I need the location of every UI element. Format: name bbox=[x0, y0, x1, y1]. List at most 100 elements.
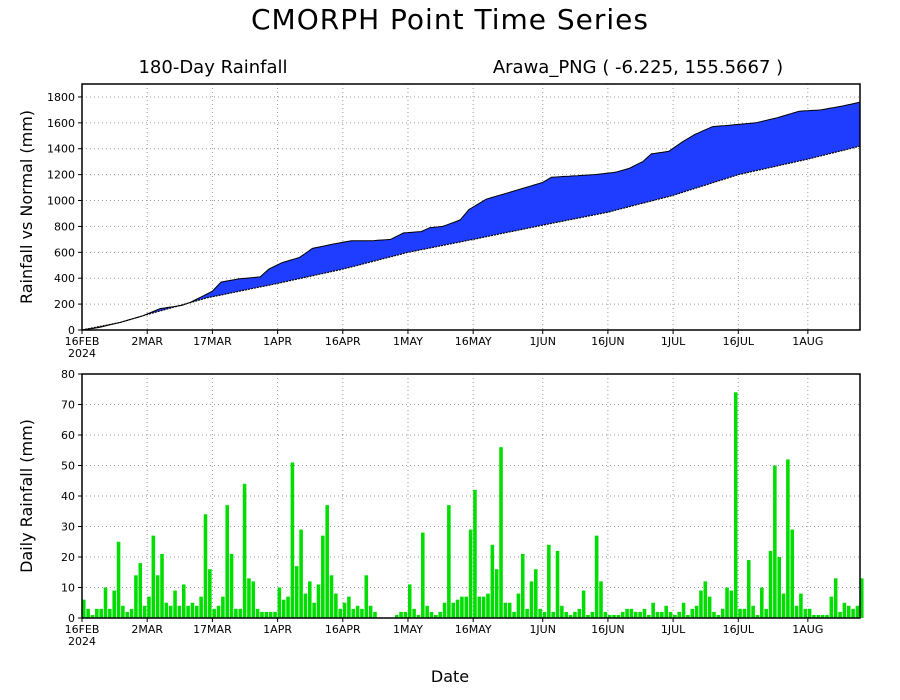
daily-rain-bar bbox=[116, 541, 121, 618]
daily-rain-bar bbox=[447, 505, 451, 618]
daily-rain-bar bbox=[660, 611, 664, 618]
daily-rain-bar bbox=[777, 557, 781, 618]
daily-rain-bar bbox=[760, 587, 764, 618]
x-axis-label: Date bbox=[431, 667, 469, 686]
daily-rain-bar bbox=[538, 608, 542, 618]
x-tick-label: 16FEB bbox=[65, 335, 100, 348]
daily-rain-bar bbox=[638, 611, 642, 618]
x-tick-label: 16MAY bbox=[455, 335, 492, 348]
daily-rain-bar bbox=[525, 608, 529, 618]
x-tick-label: 16APR bbox=[325, 623, 361, 636]
daily-rain-bar bbox=[694, 605, 699, 618]
daily-rain-bar bbox=[733, 392, 738, 618]
daily-rain-bar bbox=[399, 611, 403, 618]
daily-rain-bar bbox=[151, 535, 156, 618]
daily-rain-bar bbox=[551, 611, 555, 618]
x-tick-label: 1JUN bbox=[529, 623, 556, 636]
daily-rain-bar bbox=[512, 611, 516, 618]
daily-rain-bar bbox=[581, 590, 586, 618]
y-tick-label: 40 bbox=[61, 490, 75, 503]
daily-rain-bar bbox=[594, 535, 599, 618]
daily-rain-bar bbox=[247, 578, 251, 618]
daily-rain-bar bbox=[620, 611, 625, 618]
daily-rain-bar bbox=[455, 599, 460, 618]
daily-rain-bar bbox=[329, 575, 334, 618]
daily-rain-bar bbox=[273, 611, 277, 618]
daily-rain-bar bbox=[268, 611, 273, 618]
x-tick-label: 17MAR bbox=[193, 623, 232, 636]
daily-rain-bar bbox=[720, 608, 725, 618]
y-tick-label: 600 bbox=[54, 246, 75, 259]
daily-rain-bar bbox=[86, 608, 90, 618]
daily-rain-bar bbox=[786, 459, 790, 618]
daily-rain-bar bbox=[177, 605, 182, 618]
x-tick-label: 16JUN bbox=[591, 335, 625, 348]
daily-rain-bar bbox=[564, 611, 569, 618]
x-tick-label: 1AUG bbox=[792, 335, 823, 348]
daily-rain-bar bbox=[412, 608, 416, 618]
y-tick-label: 1000 bbox=[47, 195, 75, 208]
daily-rain-bar bbox=[742, 608, 747, 618]
x-tick-label: 2MAR bbox=[131, 335, 163, 348]
daily-rain-bar bbox=[134, 575, 138, 618]
daily-rain-bar bbox=[503, 602, 508, 618]
daily-rain-bar bbox=[577, 608, 582, 618]
daily-rain-bar bbox=[607, 614, 612, 618]
daily-rain-bar bbox=[473, 489, 477, 618]
daily-rain-bar bbox=[90, 614, 95, 618]
daily-rain-bar bbox=[303, 593, 308, 618]
daily-rain-bar bbox=[820, 614, 825, 618]
daily-rain-bar bbox=[181, 584, 186, 618]
daily-rain-bar bbox=[121, 605, 125, 618]
x-tick-label: 17MAR bbox=[193, 335, 232, 348]
chart-subtitle-left: 180-Day Rainfall bbox=[138, 57, 287, 78]
daily-rain-bar bbox=[255, 608, 260, 618]
daily-rain-bar bbox=[290, 462, 295, 618]
daily-rain-bar bbox=[677, 611, 682, 618]
daily-rain-bar bbox=[568, 614, 573, 618]
daily-rain-bar bbox=[716, 614, 721, 618]
daily-rain-bar bbox=[103, 587, 108, 618]
x-tick-label: 1JUL bbox=[661, 623, 686, 636]
x-tick-label: 1JUN bbox=[529, 335, 556, 348]
daily-rain-bar bbox=[277, 587, 282, 618]
daily-rain-bar bbox=[338, 608, 342, 618]
daily-rain-bar bbox=[394, 614, 399, 618]
daily-rain-bar bbox=[155, 575, 160, 618]
daily-rain-bar bbox=[490, 544, 495, 618]
y-tick-label: 800 bbox=[54, 220, 75, 233]
x-tick-label: 16JUN bbox=[591, 623, 625, 636]
daily-rain-bar bbox=[208, 569, 212, 618]
daily-rain-bar bbox=[729, 590, 734, 618]
daily-rain-bar bbox=[773, 465, 777, 618]
daily-rain-bar bbox=[851, 608, 855, 618]
daily-rain-bar bbox=[794, 605, 799, 618]
daily-rain-bar bbox=[829, 596, 834, 618]
cumulative-rainfall-panel: 0 200 400 600 800 1000 1200 1400 1600 1800 16FEB 2M… bbox=[17, 83, 861, 360]
daily-rain-bar bbox=[751, 605, 755, 618]
daily-rain-bar bbox=[286, 596, 290, 618]
y-tick-label: 0 bbox=[68, 324, 75, 337]
y-axis-label: Daily Rainfall (mm) bbox=[17, 419, 36, 573]
daily-rain-bar bbox=[560, 605, 564, 618]
daily-rain-bar bbox=[321, 535, 325, 618]
x-tick-label: 1MAY bbox=[393, 335, 423, 348]
daily-rain-bar bbox=[434, 614, 438, 618]
daily-rain-bar bbox=[125, 611, 130, 618]
y-axis-label: Rainfall vs Normal (mm) bbox=[17, 110, 36, 304]
daily-rain-bar bbox=[477, 596, 482, 618]
daily-rain-bar bbox=[586, 614, 590, 618]
daily-rain-bar bbox=[655, 611, 660, 618]
daily-rain-bar bbox=[712, 611, 716, 618]
daily-rain-bar bbox=[799, 593, 803, 618]
daily-rain-bar bbox=[573, 611, 577, 618]
daily-rain-bar bbox=[468, 529, 473, 618]
chart-subtitle-right: Arawa_PNG ( -6.225, 155.5667 ) bbox=[493, 57, 783, 78]
daily-rain-bar bbox=[173, 590, 177, 618]
daily-rain-bar bbox=[95, 608, 99, 618]
daily-rain-bar bbox=[838, 611, 842, 618]
daily-rain-bar bbox=[212, 608, 216, 618]
daily-rain-bar bbox=[833, 578, 838, 618]
daily-rain-bar bbox=[633, 611, 638, 618]
daily-rain-bar bbox=[251, 581, 256, 618]
